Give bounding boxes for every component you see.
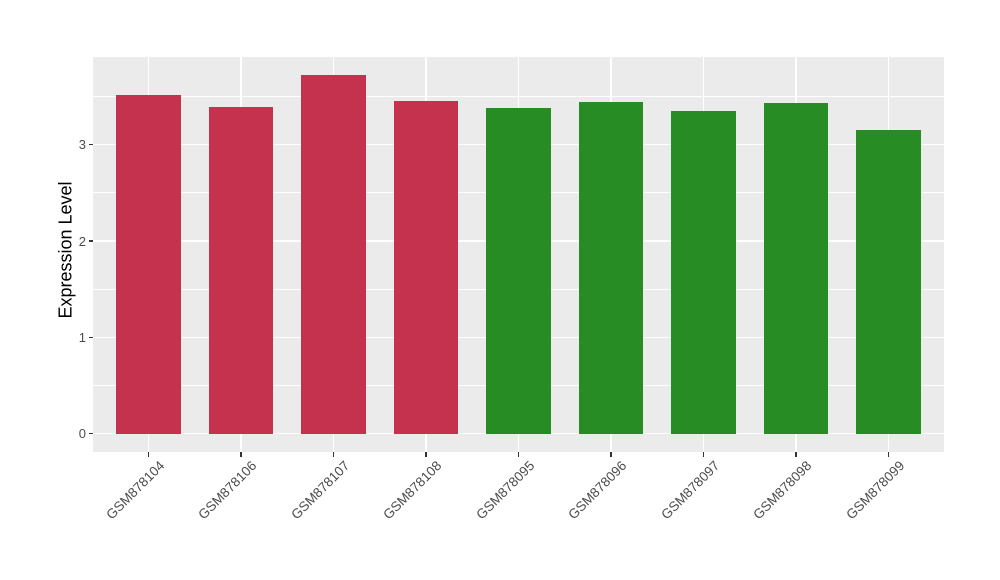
bar-GSM878106 (208, 107, 274, 434)
x-tick-mark (332, 452, 335, 457)
y-axis-title: Expression Level (55, 181, 76, 319)
x-tick-mark (517, 452, 520, 457)
x-tick-label: GSM878107 (287, 458, 353, 523)
y-tick-mark (88, 336, 93, 338)
bar-GSM878099 (856, 130, 921, 434)
x-tick-label: GSM878104 (102, 458, 168, 523)
x-tick-label: GSM878108 (380, 458, 445, 523)
x-tick-label: GSM878095 (472, 458, 538, 523)
x-tick-mark (702, 452, 705, 457)
x-tick-mark (610, 452, 612, 457)
x-tick-label: GSM878096 (565, 458, 630, 523)
bar-GSM878095 (486, 108, 551, 434)
bar-GSM878096 (578, 102, 644, 434)
bar-GSM878107 (301, 75, 366, 434)
x-tick-label: GSM878106 (195, 458, 260, 523)
x-tick-mark (425, 452, 427, 457)
bar-GSM878108 (393, 101, 459, 434)
plot-panel (93, 57, 944, 452)
y-tick-label: 1 (78, 329, 86, 345)
y-tick-label: 2 (78, 233, 86, 249)
x-tick-mark (795, 452, 797, 457)
bar-GSM878104 (116, 94, 181, 434)
x-tick-mark (147, 452, 150, 457)
y-tick-mark (88, 240, 93, 242)
x-tick-label: GSM878098 (750, 458, 815, 523)
x-tick-mark (240, 452, 242, 457)
x-tick-label: GSM878099 (842, 458, 908, 523)
y-tick-mark (88, 144, 93, 146)
y-tick-label: 0 (78, 426, 86, 442)
bar-GSM878098 (763, 103, 829, 434)
bar-GSM878097 (671, 110, 736, 434)
y-tick-mark (88, 433, 93, 435)
x-tick-mark (887, 452, 890, 457)
y-tick-label: 3 (78, 137, 86, 153)
x-tick-label: GSM878097 (657, 458, 723, 523)
